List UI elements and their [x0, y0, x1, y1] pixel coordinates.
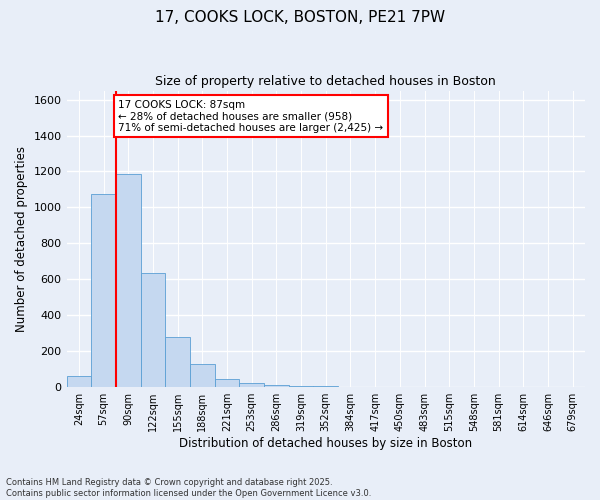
X-axis label: Distribution of detached houses by size in Boston: Distribution of detached houses by size … — [179, 437, 472, 450]
Bar — [140, 273, 165, 387]
Text: 17 COOKS LOCK: 87sqm
← 28% of detached houses are smaller (958)
71% of semi-deta: 17 COOKS LOCK: 87sqm ← 28% of detached h… — [118, 100, 383, 132]
Y-axis label: Number of detached properties: Number of detached properties — [15, 146, 28, 332]
Bar — [190, 364, 215, 387]
Bar — [313, 386, 338, 387]
Bar — [91, 194, 116, 387]
Bar — [67, 376, 91, 387]
Bar — [289, 386, 313, 387]
Bar — [215, 379, 239, 387]
Bar — [264, 384, 289, 387]
Title: Size of property relative to detached houses in Boston: Size of property relative to detached ho… — [155, 75, 496, 88]
Bar — [116, 174, 140, 387]
Bar — [165, 337, 190, 387]
Text: 17, COOKS LOCK, BOSTON, PE21 7PW: 17, COOKS LOCK, BOSTON, PE21 7PW — [155, 10, 445, 25]
Text: Contains HM Land Registry data © Crown copyright and database right 2025.
Contai: Contains HM Land Registry data © Crown c… — [6, 478, 371, 498]
Bar — [239, 383, 264, 387]
